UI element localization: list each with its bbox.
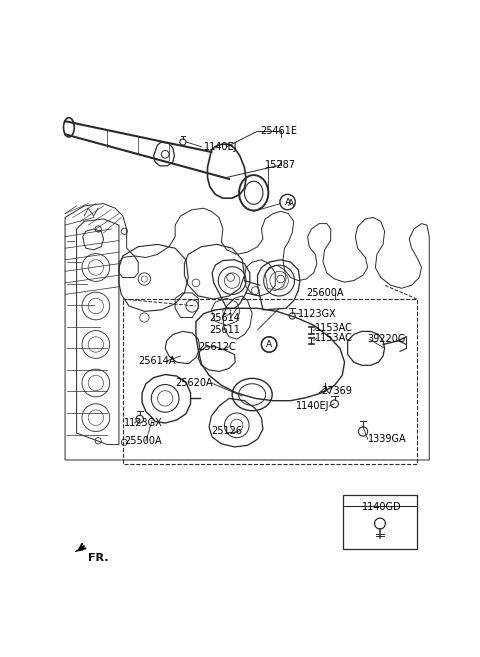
Text: 25461E: 25461E xyxy=(260,126,297,136)
Text: 1123GX: 1123GX xyxy=(298,309,336,319)
Text: 1153AC: 1153AC xyxy=(315,323,353,332)
Bar xyxy=(123,299,417,464)
Bar xyxy=(343,495,417,549)
Text: 25500A: 25500A xyxy=(124,436,162,445)
Text: 1153AC: 1153AC xyxy=(315,333,353,344)
Text: 25614: 25614 xyxy=(209,313,240,323)
Text: A: A xyxy=(285,198,291,206)
Text: 1123GX: 1123GX xyxy=(124,418,163,428)
Text: A: A xyxy=(266,340,272,349)
Text: A: A xyxy=(288,199,294,208)
Text: 1140EJ: 1140EJ xyxy=(296,401,330,411)
Text: 25611: 25611 xyxy=(209,325,240,335)
Text: 25614A: 25614A xyxy=(138,355,176,366)
Text: 1339GA: 1339GA xyxy=(368,434,406,444)
Text: 1140GD: 1140GD xyxy=(361,502,401,512)
Text: 25600A: 25600A xyxy=(306,288,344,298)
Polygon shape xyxy=(75,545,84,552)
Text: 25126: 25126 xyxy=(211,426,242,436)
Text: 25612C: 25612C xyxy=(198,342,236,351)
Text: FR.: FR. xyxy=(88,553,108,563)
Text: 1140EJ: 1140EJ xyxy=(204,142,237,152)
Text: 25620A: 25620A xyxy=(175,378,213,388)
Text: 15287: 15287 xyxy=(265,160,296,170)
Text: 27369: 27369 xyxy=(322,386,352,396)
Text: 39220G: 39220G xyxy=(368,334,406,344)
